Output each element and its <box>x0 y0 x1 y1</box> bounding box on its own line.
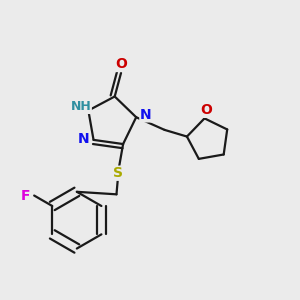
Text: N: N <box>78 132 90 146</box>
Text: S: S <box>113 166 123 180</box>
Text: O: O <box>200 103 212 117</box>
Text: O: O <box>115 58 127 71</box>
Text: NH: NH <box>70 100 91 113</box>
Text: F: F <box>21 188 31 203</box>
Text: N: N <box>140 108 152 122</box>
